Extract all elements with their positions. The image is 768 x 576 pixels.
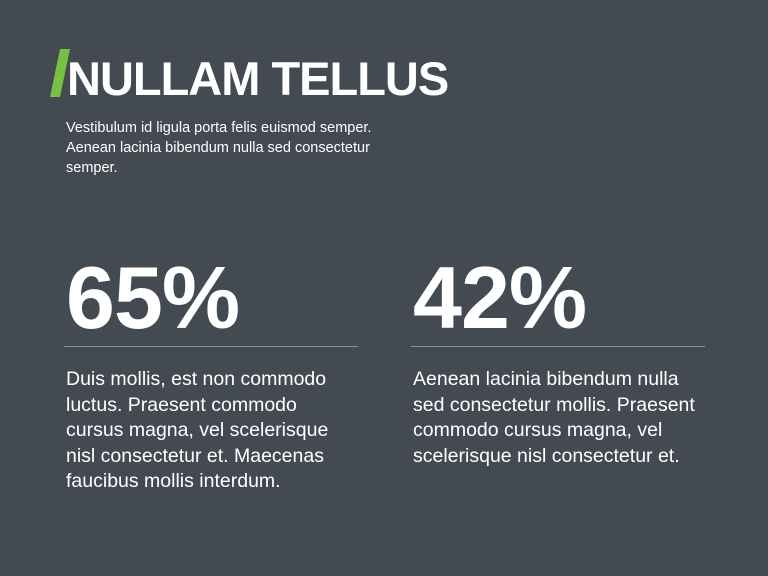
stat-description: Aenean lacinia bibendum nulla sed consec… — [413, 368, 695, 467]
stat-block-1: 65% Duis mollis, est non commodo luctus.… — [64, 250, 358, 495]
divider — [411, 346, 705, 347]
slide-subtitle: Vestibulum id ligula porta felis euismod… — [66, 120, 372, 176]
stat-value: 42% — [413, 248, 587, 347]
stat-description: Duis mollis, est non commodo luctus. Pra… — [66, 368, 329, 492]
stat-block-2: 42% Aenean lacinia bibendum nulla sed co… — [411, 250, 705, 469]
stat-value: 65% — [66, 248, 240, 347]
divider — [64, 346, 358, 347]
accent-slash-icon — [50, 49, 70, 97]
slide-title: NULLAM TELLUS — [67, 52, 449, 105]
